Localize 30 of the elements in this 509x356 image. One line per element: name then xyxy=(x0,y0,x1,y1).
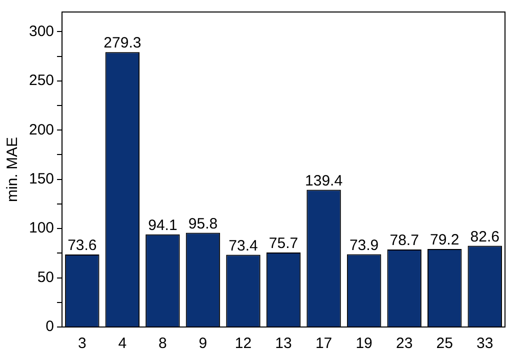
y-tick-label: 250 xyxy=(28,72,54,90)
data-label: 82.6 xyxy=(470,228,500,246)
y-axis-title: min. MAE xyxy=(4,136,22,202)
y-tick-label: 150 xyxy=(28,170,54,188)
data-label: 75.7 xyxy=(268,235,298,252)
x-tick-label: 3 xyxy=(78,335,86,352)
data-label: 95.8 xyxy=(188,215,218,232)
x-tick-label: 8 xyxy=(158,335,167,352)
y-tick-label: 200 xyxy=(28,121,54,138)
y-tick-label: 300 xyxy=(28,22,54,40)
x-tick-label: 9 xyxy=(198,335,208,352)
x-tick-label: 4 xyxy=(118,335,127,352)
x-tick-label: 17 xyxy=(315,335,332,352)
y-tick-label: 100 xyxy=(28,220,54,237)
data-label: 73.6 xyxy=(68,237,97,254)
x-tick-label: 12 xyxy=(234,335,252,352)
x-tick-label: 33 xyxy=(476,335,494,352)
x-tick-label: 25 xyxy=(436,335,453,352)
y-tick-label: 50 xyxy=(37,268,54,286)
x-tick-label: 23 xyxy=(396,335,413,352)
data-label: 78.7 xyxy=(390,232,419,250)
x-tick-label: 19 xyxy=(356,335,372,352)
data-label: 279.3 xyxy=(104,34,142,52)
x-tick-label: 13 xyxy=(275,335,292,352)
data-label: 73.9 xyxy=(349,236,379,254)
y-tick-label: 0 xyxy=(46,318,54,336)
data-label: 94.1 xyxy=(148,217,178,234)
data-label: 79.2 xyxy=(430,232,460,249)
data-label: 73.4 xyxy=(228,237,258,254)
data-label: 139.4 xyxy=(305,172,343,190)
